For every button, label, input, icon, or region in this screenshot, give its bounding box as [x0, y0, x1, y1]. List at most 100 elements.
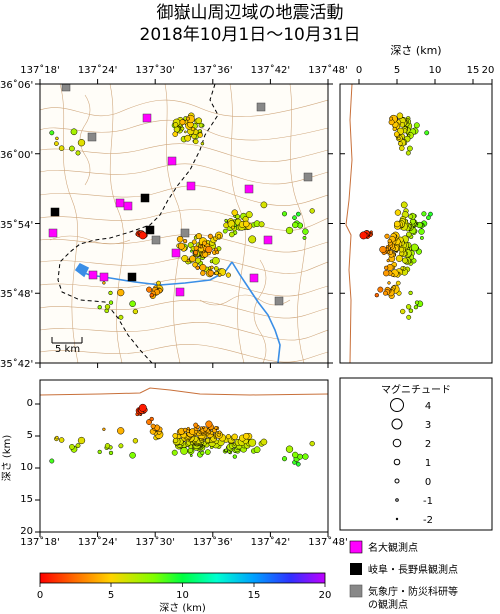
section-depth-tick: 10: [20, 462, 33, 473]
earthquake-marker: [69, 444, 75, 450]
map-lat-label: 36˚06': [0, 79, 33, 91]
earthquake-marker: [55, 136, 59, 141]
earthquake-marker: [118, 443, 124, 449]
topography-contours: [40, 84, 328, 363]
earthquake-marker: [419, 235, 424, 240]
magnitude-symbols: [390, 398, 404, 521]
station-marker: [249, 273, 259, 283]
earthquake-marker: [285, 226, 294, 235]
earthquake-marker: [408, 308, 414, 314]
earthquake-marker: [216, 234, 222, 239]
station-marker: [61, 84, 71, 92]
earthquake-marker: [192, 261, 198, 268]
earthquake-marker: [205, 420, 213, 428]
depth-latitude-panel: 深さ (km) 0 5 10 15 20: [339, 44, 494, 364]
earthquake-marker: [205, 245, 213, 254]
earthquake-marker: [202, 250, 206, 254]
scale-bar: 5 km: [51, 337, 83, 355]
earthquake-marker: [193, 245, 199, 251]
map-lat-label: 35˚54': [0, 219, 33, 231]
magnitude-symbol: [394, 478, 400, 484]
earthquake-marker: [224, 218, 228, 223]
station-marker: [123, 201, 133, 211]
earthquake-marker: [225, 434, 231, 440]
earthquake-marker: [414, 300, 420, 305]
cross-section-panel: 0 5 10 15 20 深さ (km) 137˚18' 137˚24' 137…: [1, 379, 348, 548]
earthquake-marker: [214, 247, 218, 252]
colorbar-tick: 20: [319, 590, 332, 601]
earthquake-marker: [55, 435, 59, 440]
map-ticks: [35, 79, 333, 368]
earthquake-marker: [207, 270, 214, 277]
map-panel: 5 km 137˚18' 137˚24' 137˚30' 137˚36' 137…: [0, 64, 348, 370]
depth-tick: 5: [394, 65, 400, 76]
earthquake-marker: [231, 209, 238, 216]
topography-profile: [345, 84, 353, 363]
earthquake-marker: [418, 228, 425, 235]
station-marker: [303, 172, 313, 182]
earthquake-marker: [97, 449, 102, 455]
depth-earthquakes: [359, 112, 433, 320]
map-lat-label: 36˚00': [0, 149, 33, 161]
earthquake-marker: [104, 304, 111, 310]
earthquake-marker: [176, 235, 184, 243]
section-lon-label: 137˚24': [78, 536, 118, 548]
earthquake-marker: [102, 427, 106, 431]
earthquake-marker: [217, 273, 222, 277]
earthquake-marker: [217, 430, 222, 435]
map-longitude-labels: 137˚18' 137˚24' 137˚30' 137˚36' 137˚42' …: [20, 64, 348, 76]
map-lon-label: 137˚36': [193, 64, 233, 76]
station-marker: [87, 132, 97, 142]
magnitude-label: 0: [425, 477, 431, 488]
earthquake-marker: [292, 221, 299, 229]
earthquake-marker: [202, 251, 209, 258]
earthquake-marker: [399, 145, 405, 151]
colorbar-gradient: [39, 572, 326, 584]
map-lon-label: 137˚48': [308, 64, 348, 76]
magnitude-symbol: [391, 418, 403, 430]
earthquake-marker: [189, 454, 193, 457]
earthquake-marker: [231, 433, 238, 440]
earthquake-marker: [49, 458, 55, 464]
earthquake-marker: [428, 211, 433, 217]
earthquake-marker: [104, 308, 109, 314]
station-marker: [256, 102, 266, 112]
magnitude-label: 4: [425, 401, 431, 412]
earthquake-marker: [185, 116, 190, 121]
earthquake-marker: [193, 250, 199, 255]
station-legend-label: の観測点: [368, 598, 408, 611]
earthquake-marker: [198, 122, 204, 128]
nagoya-univ-station-symbol: [349, 540, 363, 554]
earthquake-marker: [406, 314, 412, 320]
earthquake-marker: [172, 433, 178, 439]
earthquake-marker: [193, 422, 199, 428]
section-topography: [39, 387, 329, 396]
earthquake-marker: [253, 446, 261, 454]
jma-nied-station-symbol: [349, 584, 363, 598]
section-depth-labels: 0 5 10 15 20: [20, 398, 33, 537]
station-legend: 名大観測点 岐阜・長野県観測点 気象庁・防災科研等 の観測点: [349, 540, 458, 611]
earthquake-marker: [49, 130, 55, 136]
earthquake-marker: [77, 436, 86, 445]
station-marker: [50, 207, 60, 217]
earthquake-marker: [108, 450, 114, 456]
station-marker: [140, 193, 150, 203]
earthquake-marker: [248, 438, 257, 447]
section-lon-label: 137˚36': [193, 536, 233, 548]
earthquake-marker: [408, 290, 413, 296]
station-marker: [175, 287, 185, 297]
earthquake-marker: [213, 266, 219, 271]
section-longitude-labels: 137˚18' 137˚24' 137˚30' 137˚36' 137˚42' …: [20, 536, 348, 548]
earthquake-marker: [195, 265, 200, 270]
colorbar-tick: 0: [37, 590, 43, 601]
earthquake-marker: [132, 438, 139, 444]
magnitude-label: -2: [423, 515, 433, 526]
earthquake-marker: [385, 245, 389, 249]
earthquake-marker: [150, 423, 156, 429]
earthquake-marker: [146, 286, 153, 293]
map-lon-label: 137˚42': [251, 64, 291, 76]
depth-colorbar: 0 5 10 15 20 深さ (km): [37, 572, 332, 614]
magnitude-label: 3: [425, 420, 431, 431]
earthquake-marker: [200, 141, 205, 146]
